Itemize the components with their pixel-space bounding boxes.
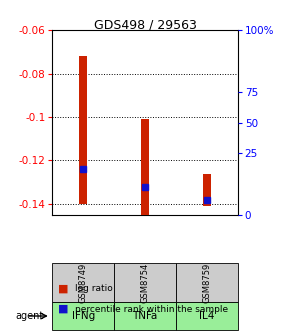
Bar: [203, 173, 211, 206]
Text: agent: agent: [15, 311, 44, 321]
Text: IL4: IL4: [199, 311, 215, 321]
Text: GSM8749: GSM8749: [79, 262, 88, 302]
Text: GDS498 / 29563: GDS498 / 29563: [94, 18, 196, 32]
Text: GSM8754: GSM8754: [140, 262, 150, 302]
Text: ■: ■: [58, 284, 68, 294]
Text: GSM8759: GSM8759: [202, 262, 211, 302]
Text: log ratio: log ratio: [75, 285, 113, 293]
Text: TNFa: TNFa: [132, 311, 158, 321]
Text: percentile rank within the sample: percentile rank within the sample: [75, 305, 229, 313]
Text: IFNg: IFNg: [72, 311, 95, 321]
Text: ■: ■: [58, 304, 68, 314]
Bar: [79, 56, 87, 204]
Bar: [141, 119, 149, 215]
